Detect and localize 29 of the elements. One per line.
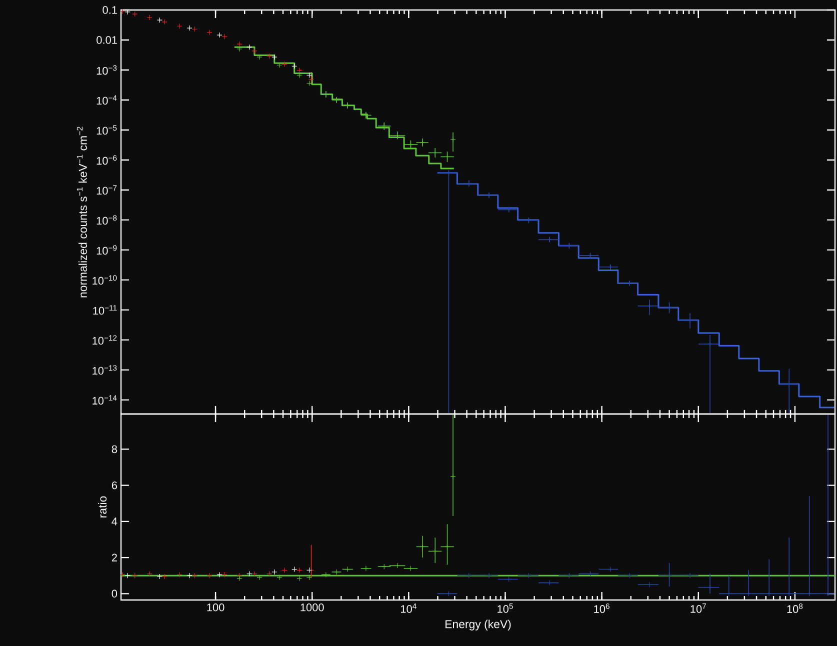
y-tick-label: 2 xyxy=(112,554,117,562)
y-tick-label: 10$^{−11}$ xyxy=(93,305,117,315)
y-tick-label: 10$^{−13}$ xyxy=(92,365,117,375)
y-tick-label: 10$^{−5}$ xyxy=(96,125,117,135)
y-tick-label: 10$^{−7}$ xyxy=(96,185,117,195)
x-tick-label: 10$^{5}$ xyxy=(498,604,513,613)
y-tick-label: 10$^{−3}$ xyxy=(96,65,117,75)
y-tick-label: 0.01 xyxy=(96,36,117,44)
x-tick-label: 10$^{8}$ xyxy=(787,604,803,613)
y-tick-label: 10$^{−14}$ xyxy=(92,395,117,405)
x-tick-label: 10$^{6}$ xyxy=(594,604,610,613)
x-tick-label: 100 xyxy=(207,604,224,612)
y-tick-label: 10$^{−8}$ xyxy=(96,215,117,225)
y-tick-label: 0 xyxy=(112,590,118,598)
y-tick-label: 10$^{−6}$ xyxy=(96,155,117,165)
x-tick-label: 10$^{4}$ xyxy=(401,604,416,613)
y-tick-label: 8 xyxy=(112,445,118,454)
y-tick-label: 10$^{−10}$ xyxy=(92,275,117,285)
x-tick-label: 10$^{7}$ xyxy=(690,604,706,613)
x-axis-title: Energy (keV) xyxy=(446,620,511,630)
y-tick-label: 4 xyxy=(112,518,118,526)
y-tick-label: 6 xyxy=(112,481,118,490)
y-tick-label: 10$^{−12}$ xyxy=(92,335,117,345)
y-tick-label: 10$^{−4}$ xyxy=(96,95,117,105)
y-tick-label: 10$^{−9}$ xyxy=(96,245,117,255)
y-axis-title: ratio xyxy=(98,496,107,518)
y-axis-title: normalized counts s$^{−1}$ keV$^{−1}$ cm$^{−2}$ xyxy=(76,126,87,298)
x-tick-label: 1000 xyxy=(300,604,324,612)
y-tick-label: 0.1 xyxy=(102,6,117,14)
